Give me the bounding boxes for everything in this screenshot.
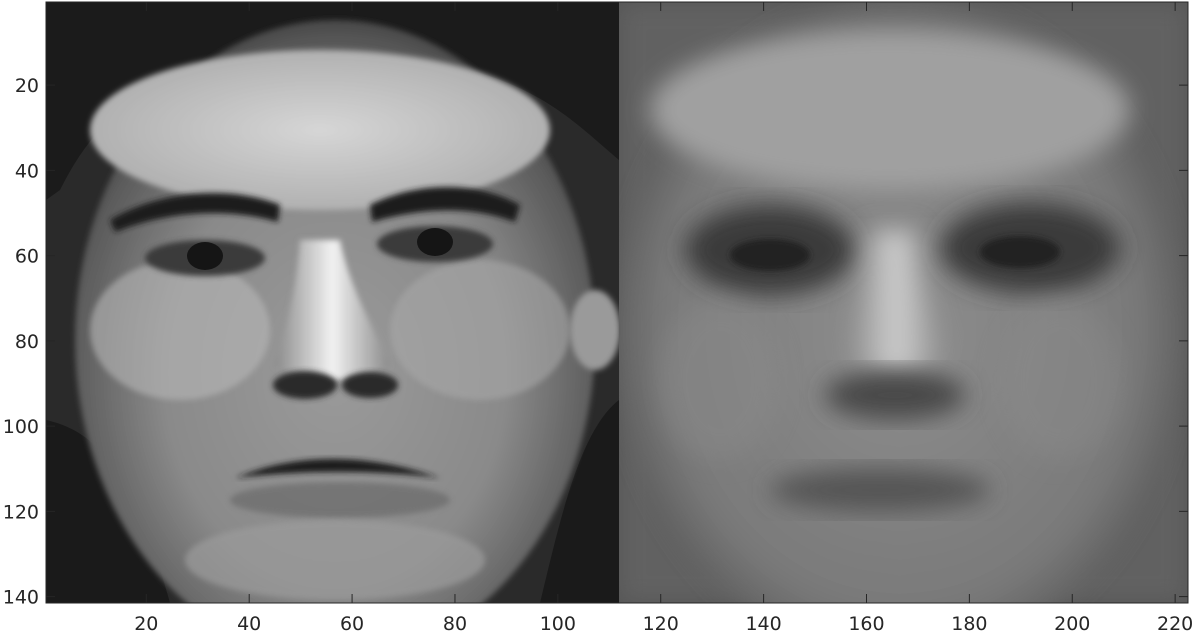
x-tick-label: 200 xyxy=(1054,613,1090,635)
x-tick-label: 20 xyxy=(134,613,158,635)
x-tick-label: 180 xyxy=(951,613,987,635)
x-tick-label: 80 xyxy=(443,613,467,635)
x-tick-label: 160 xyxy=(848,613,884,635)
x-tick-label: 220 xyxy=(1157,613,1193,635)
y-tick-label: 120 xyxy=(3,501,39,523)
y-tick-label: 140 xyxy=(3,587,39,609)
x-tick-label: 140 xyxy=(745,613,781,635)
axes-box xyxy=(45,1,1189,604)
face-image xyxy=(46,2,619,603)
y-tick-label: 80 xyxy=(15,331,39,353)
blurred-face-image xyxy=(619,2,1188,603)
x-tick-label: 120 xyxy=(643,613,679,635)
y-tick-label: 60 xyxy=(15,246,39,268)
y-tick-label: 40 xyxy=(15,160,39,182)
x-tick-label: 100 xyxy=(540,613,576,635)
y-tick-label: 100 xyxy=(3,416,39,438)
y-axis: 20 40 60 80 100 120 140 xyxy=(3,75,1188,609)
x-axis: 20 40 60 80 100 120 140 160 180 200 220 xyxy=(134,2,1193,635)
x-tick-label: 40 xyxy=(237,613,261,635)
x-tick-label: 60 xyxy=(340,613,364,635)
y-tick-label: 20 xyxy=(15,75,39,97)
